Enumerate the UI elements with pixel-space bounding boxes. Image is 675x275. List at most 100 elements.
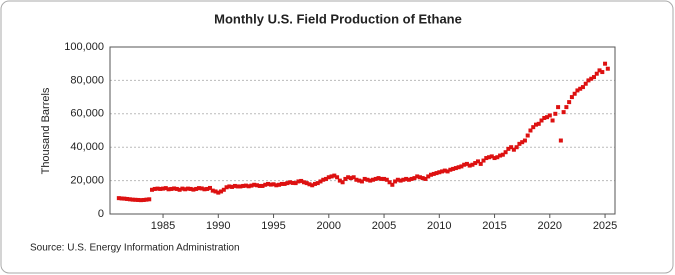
point bbox=[307, 182, 312, 187]
point bbox=[404, 176, 409, 181]
point bbox=[221, 187, 226, 192]
point bbox=[183, 187, 188, 192]
point bbox=[382, 176, 387, 181]
x-tick-label: 2010 bbox=[427, 220, 451, 232]
point bbox=[409, 176, 414, 181]
point bbox=[172, 186, 177, 191]
point bbox=[141, 197, 146, 202]
point bbox=[500, 152, 505, 157]
point bbox=[335, 175, 340, 180]
point bbox=[520, 140, 525, 145]
point bbox=[412, 176, 417, 181]
point bbox=[498, 153, 503, 158]
point bbox=[442, 168, 447, 173]
point bbox=[475, 159, 480, 164]
point bbox=[155, 186, 160, 191]
point bbox=[589, 76, 594, 81]
point bbox=[434, 171, 439, 176]
point bbox=[572, 91, 577, 96]
point bbox=[343, 176, 348, 181]
point bbox=[387, 180, 392, 185]
point bbox=[539, 118, 544, 123]
point bbox=[531, 125, 536, 130]
point bbox=[277, 182, 282, 187]
point bbox=[351, 175, 356, 180]
point bbox=[210, 188, 215, 193]
point bbox=[202, 187, 207, 192]
point bbox=[445, 169, 450, 174]
point bbox=[246, 184, 251, 189]
point bbox=[161, 186, 166, 191]
point bbox=[318, 179, 323, 184]
point bbox=[208, 185, 213, 190]
point bbox=[429, 172, 434, 177]
point bbox=[260, 183, 265, 188]
point bbox=[473, 161, 478, 166]
point bbox=[130, 197, 135, 202]
x-tick-label: 2025 bbox=[593, 220, 617, 232]
point bbox=[144, 197, 149, 202]
y-tick-label: 80,000 bbox=[70, 74, 104, 86]
point bbox=[503, 150, 508, 155]
point bbox=[470, 162, 475, 167]
point bbox=[285, 181, 290, 186]
point bbox=[271, 182, 276, 187]
point bbox=[586, 78, 591, 83]
point bbox=[216, 190, 221, 195]
point bbox=[263, 182, 268, 187]
point bbox=[553, 111, 558, 116]
point bbox=[119, 196, 124, 201]
point bbox=[506, 146, 511, 151]
point bbox=[133, 197, 138, 202]
point bbox=[511, 147, 516, 152]
point bbox=[290, 180, 295, 185]
point bbox=[415, 174, 420, 179]
point bbox=[299, 178, 304, 183]
point bbox=[332, 173, 337, 178]
point bbox=[301, 180, 306, 185]
x-tick-label: 2020 bbox=[538, 220, 562, 232]
point bbox=[205, 186, 210, 191]
point bbox=[605, 66, 610, 71]
point bbox=[580, 85, 585, 90]
point bbox=[152, 186, 157, 191]
point bbox=[241, 183, 246, 188]
point bbox=[567, 100, 572, 105]
point bbox=[337, 178, 342, 183]
point bbox=[293, 181, 298, 186]
y-tick-label: 40,000 bbox=[70, 141, 104, 153]
point bbox=[431, 171, 436, 176]
point bbox=[561, 110, 566, 115]
point bbox=[268, 182, 273, 187]
point bbox=[224, 185, 229, 190]
point bbox=[550, 118, 555, 123]
point bbox=[279, 181, 284, 186]
point bbox=[147, 197, 152, 202]
point bbox=[484, 156, 489, 161]
point bbox=[194, 186, 199, 191]
source: Source: U.S. Energy Information Administ… bbox=[30, 243, 240, 254]
point bbox=[370, 177, 375, 182]
point bbox=[517, 141, 522, 146]
point bbox=[127, 197, 132, 202]
point bbox=[310, 183, 315, 188]
point bbox=[238, 184, 243, 189]
y-axis-label: Thousand Barrels bbox=[40, 87, 52, 174]
point bbox=[169, 186, 174, 191]
point bbox=[185, 186, 190, 191]
point bbox=[324, 176, 329, 181]
point bbox=[558, 138, 563, 143]
x-tick-label: 2005 bbox=[372, 220, 396, 232]
point bbox=[597, 68, 602, 73]
point bbox=[603, 61, 608, 66]
point bbox=[252, 182, 257, 187]
point bbox=[536, 121, 541, 126]
point bbox=[406, 177, 411, 182]
point bbox=[384, 177, 389, 182]
point bbox=[348, 176, 353, 181]
point bbox=[288, 180, 293, 185]
point bbox=[227, 184, 232, 189]
x-tick-label: 2015 bbox=[482, 220, 506, 232]
